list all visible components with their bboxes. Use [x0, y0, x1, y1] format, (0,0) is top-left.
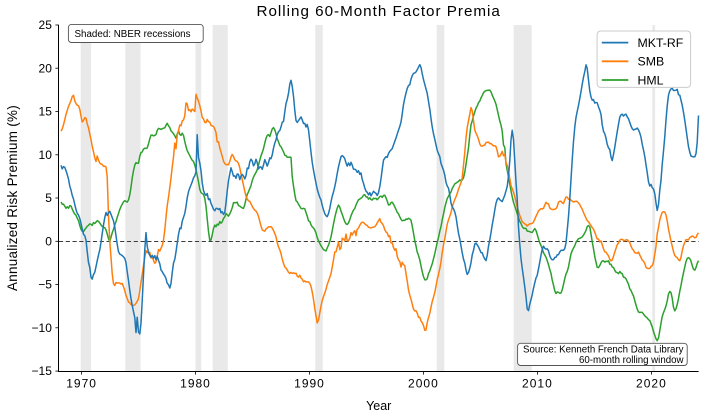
svg-text:Source: Kenneth French Data Li: Source: Kenneth French Data Library	[523, 345, 684, 356]
svg-text:Year: Year	[366, 399, 391, 413]
svg-text:15: 15	[39, 105, 53, 119]
svg-text:20: 20	[39, 61, 53, 75]
svg-text:Annualized Risk Premium (%): Annualized Risk Premium (%)	[5, 105, 20, 291]
svg-text:1990: 1990	[294, 377, 325, 391]
svg-text:Shaded: NBER recessions: Shaded: NBER recessions	[75, 29, 191, 40]
svg-text:2020: 2020	[636, 377, 667, 391]
svg-text:60-month rolling window: 60-month rolling window	[579, 355, 684, 366]
svg-text:HML: HML	[638, 73, 664, 87]
svg-text:10: 10	[39, 148, 53, 162]
svg-text:Rolling 60-Month Factor Premia: Rolling 60-Month Factor Premia	[256, 3, 500, 20]
svg-text:MKT-RF: MKT-RF	[638, 36, 684, 50]
svg-text:2000: 2000	[408, 377, 439, 391]
svg-text:1980: 1980	[180, 377, 211, 391]
svg-text:−10: −10	[32, 321, 53, 335]
svg-text:25: 25	[39, 18, 53, 32]
svg-text:2010: 2010	[522, 377, 553, 391]
svg-text:1970: 1970	[66, 377, 97, 391]
svg-text:SMB: SMB	[638, 55, 665, 69]
svg-text:5: 5	[45, 191, 52, 205]
svg-text:0: 0	[45, 234, 52, 248]
svg-text:−5: −5	[38, 278, 52, 292]
svg-text:−15: −15	[32, 364, 53, 378]
